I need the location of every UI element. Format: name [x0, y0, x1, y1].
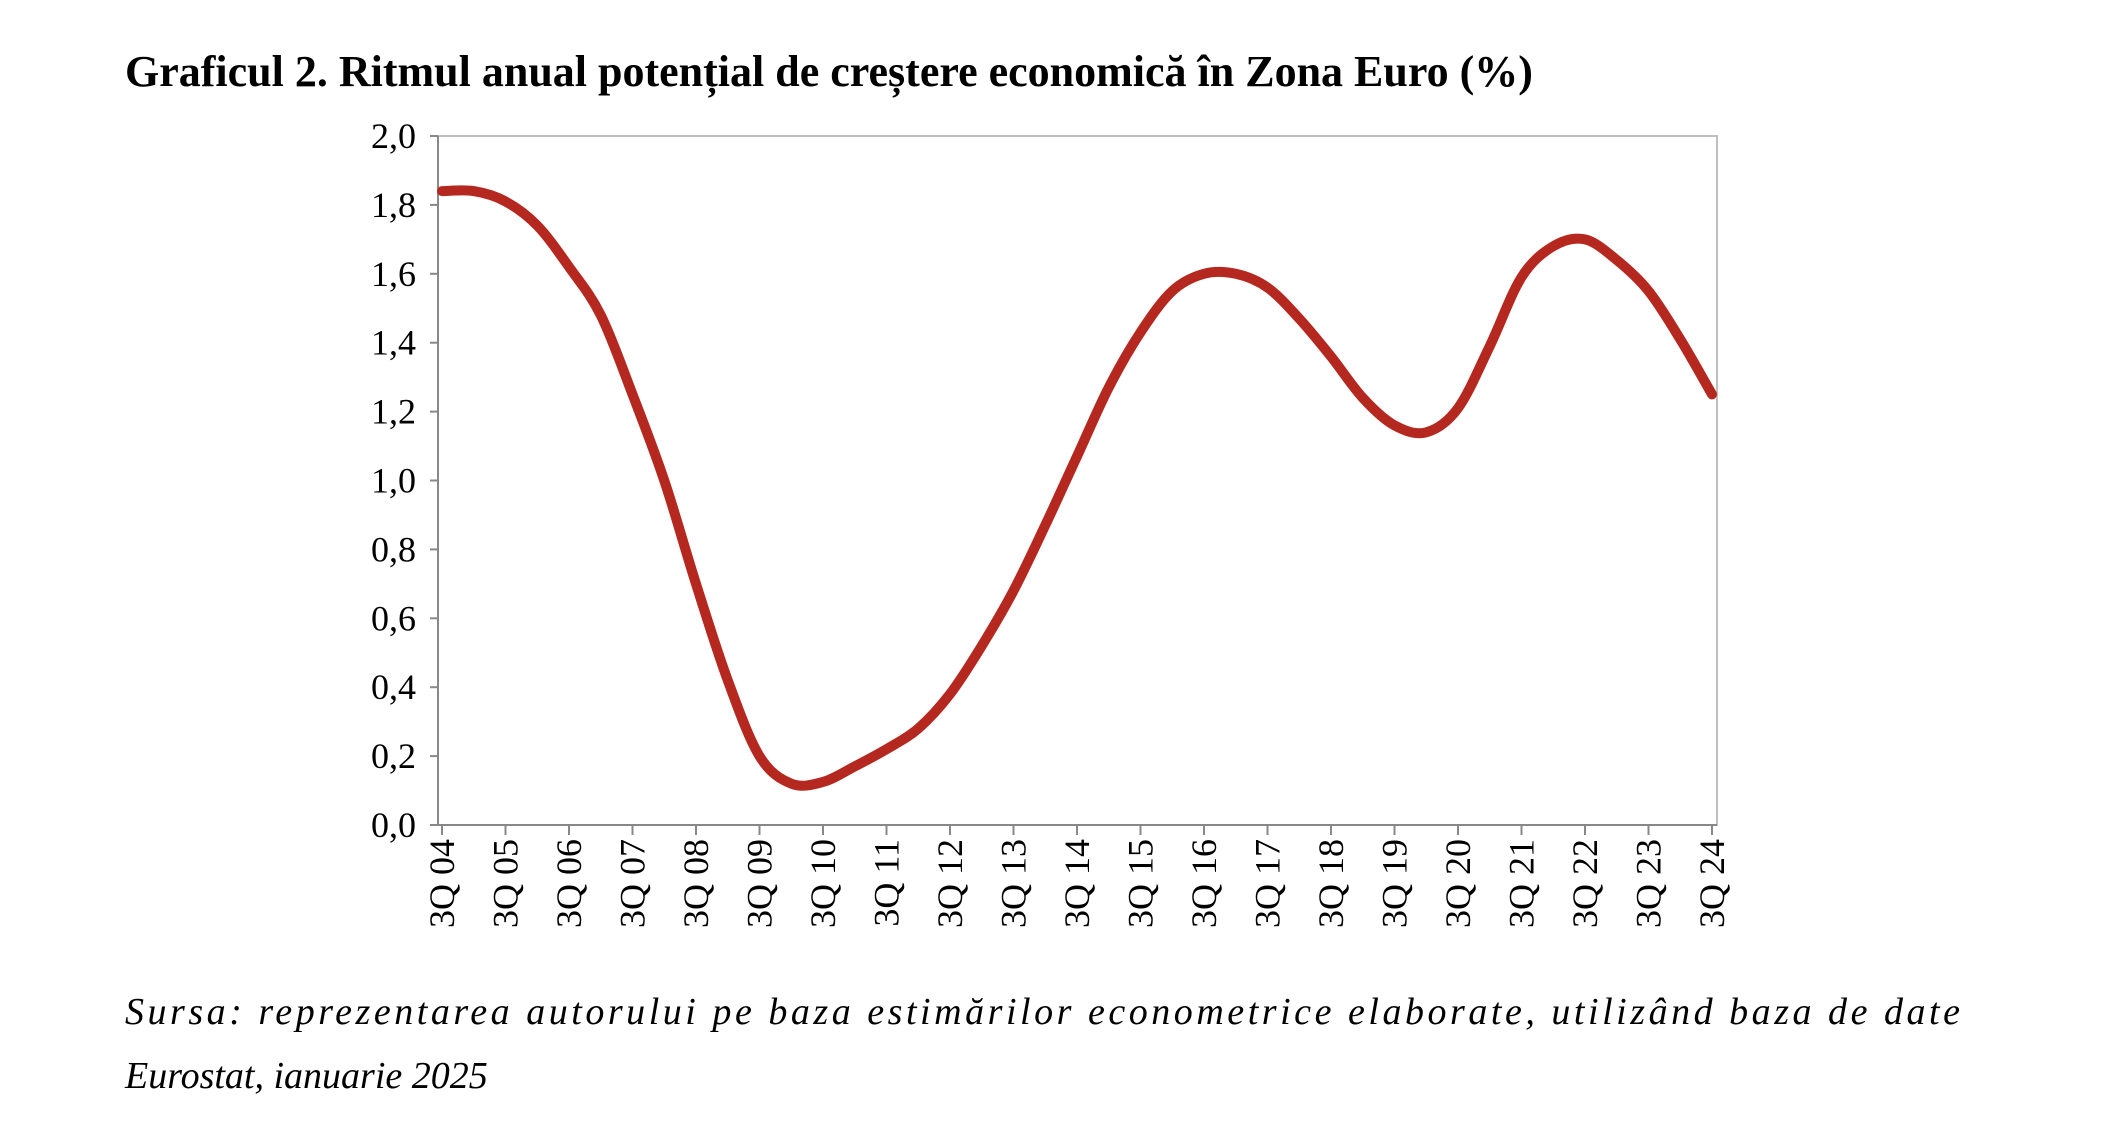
x-tick-label: 3Q 15 — [1121, 839, 1161, 928]
y-tick-label: 1,4 — [371, 323, 416, 363]
y-tick-label: 1,0 — [371, 461, 416, 501]
x-tick-label: 3Q 05 — [486, 839, 526, 928]
x-tick-label: 3Q 13 — [994, 839, 1034, 928]
x-tick-label: 3Q 24 — [1692, 839, 1732, 928]
x-tick-label: 3Q 21 — [1502, 839, 1542, 928]
y-tick-label: 0,6 — [371, 598, 416, 638]
x-tick-label: 3Q 16 — [1184, 839, 1224, 928]
x-tick-label: 3Q 19 — [1375, 839, 1415, 928]
y-tick-label: 1,2 — [371, 392, 416, 432]
y-tick-label: 2,0 — [371, 116, 416, 156]
x-tick-label: 3Q 04 — [422, 839, 462, 928]
y-tick-label: 0,8 — [371, 529, 416, 569]
source-line: Eurostat, ianuarie 2025 — [124, 1055, 488, 1097]
x-tick-label: 3Q 18 — [1311, 839, 1351, 928]
x-tick-label: 3Q 06 — [549, 839, 589, 928]
plot-frame — [437, 135, 1718, 826]
x-tick-label: 3Q 14 — [1057, 839, 1097, 928]
x-tick-label: 3Q 17 — [1248, 839, 1288, 928]
y-tick-label: 1,6 — [371, 254, 416, 294]
x-tick-label: 3Q 12 — [930, 839, 970, 928]
line-series — [437, 185, 1717, 791]
y-tick-label: 1,8 — [371, 185, 416, 225]
x-tick-label: 3Q 07 — [613, 839, 653, 928]
y-tick-label: 0,0 — [371, 805, 416, 845]
x-tick-label: 3Q 22 — [1565, 839, 1605, 928]
x-tick-label: 3Q 23 — [1629, 839, 1669, 928]
y-tick-label: 0,2 — [371, 736, 416, 776]
y-tick-label: 0,4 — [371, 667, 416, 707]
x-tick-label: 3Q 10 — [803, 839, 843, 928]
x-tick-label: 3Q 20 — [1438, 839, 1478, 928]
chart-title: Graficul 2. Ritmul anual potențial de cr… — [125, 47, 1533, 97]
source-line: Sursa: reprezentarea autorului pe baza e… — [125, 991, 1960, 1033]
x-tick-label: 3Q 08 — [676, 839, 716, 928]
x-tick-label: 3Q 09 — [740, 839, 780, 928]
x-tick-label: 3Q 11 — [867, 839, 907, 927]
